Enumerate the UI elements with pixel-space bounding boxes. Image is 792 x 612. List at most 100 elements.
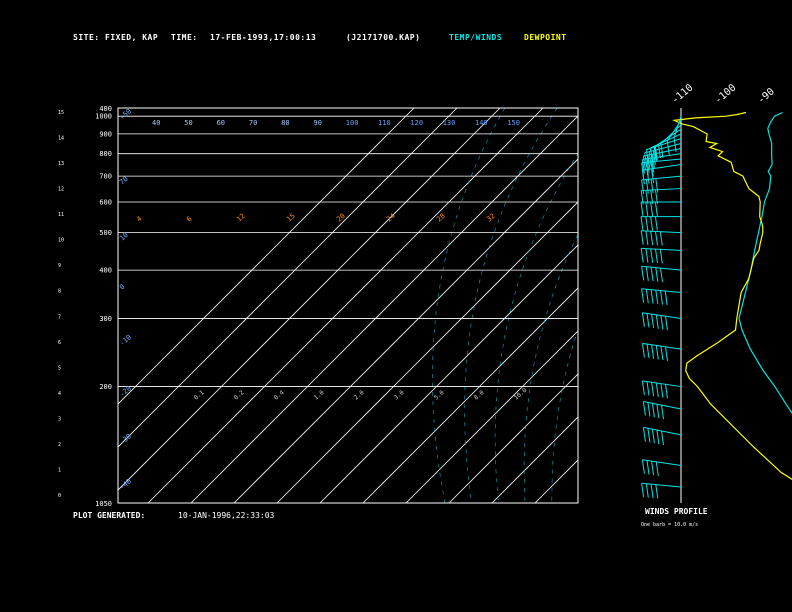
wind-barb-flag (647, 428, 651, 443)
isotherm-line (190, 115, 578, 503)
moist-adiabat-line (723, 108, 792, 349)
pressure-tick-label: 1050 (95, 500, 112, 508)
theta-label: 40 (152, 119, 160, 127)
wind-barb-flag (650, 267, 654, 282)
dry-adiabat-line (739, 108, 792, 503)
mixing-ratio-line (716, 108, 792, 318)
mixing-ratio-line (769, 108, 792, 318)
wind-barb-flag (647, 402, 651, 417)
wind-barb-shaft (641, 288, 682, 294)
plot-generated-label: PLOT GENERATED: (73, 511, 146, 520)
theta-label-left: -40 (118, 477, 133, 491)
winds-profile-scale: One barb = 10.0 m/s (641, 522, 699, 528)
dry-adiabat-line (551, 328, 578, 503)
height-tick-label: 2 (58, 442, 61, 448)
isotherm-line (491, 416, 578, 503)
moist-label: 0.4 (273, 389, 286, 402)
wind-barb-flag (645, 483, 649, 498)
dry-adiabat-line (578, 108, 766, 503)
site-label: SITE: (73, 33, 100, 42)
theta-label-left: 10 (118, 231, 130, 243)
wind-barb-flag (661, 405, 664, 420)
height-tick-label: 13 (58, 161, 64, 167)
wind-barb-flag (650, 484, 654, 499)
wind-barb-flag (650, 178, 654, 194)
height-tick-label: 1 (58, 467, 61, 473)
theta-label: 70 (249, 119, 257, 127)
pressure-tick-label: 200 (99, 383, 112, 391)
dry-adiabat-line (659, 108, 792, 503)
wind-barb-shaft (642, 342, 682, 350)
wind-barb-flag (651, 429, 655, 444)
top-temp-label: -90 (756, 86, 777, 106)
winds-profile-title: WINDS PROFILE (645, 507, 708, 516)
wind-barb-flag (651, 461, 655, 476)
wind-barb-flag (645, 179, 649, 194)
wind-barb-flag (655, 178, 659, 193)
pressure-tick-label: 400 (99, 105, 112, 113)
wind-barb-flag (641, 312, 645, 327)
wind-barb-flag (655, 314, 659, 329)
mixing-ratio-label: 32 (485, 212, 497, 224)
moist-label: 0.1 (193, 389, 206, 402)
wind-barb-flag (655, 382, 659, 397)
temperature-profile-line (738, 111, 792, 415)
isotherm-line (233, 158, 578, 503)
isotherm-line (405, 330, 578, 503)
pressure-tick-label: 1000 (95, 113, 112, 121)
wind-barb-flag (655, 231, 658, 246)
wind-barb-flag (642, 427, 646, 442)
wind-barb-shaft (641, 188, 682, 191)
wind-barb-flag (654, 201, 658, 217)
height-tick-label: 7 (58, 314, 61, 320)
wind-barb-flag (655, 461, 659, 476)
isotherm-line (319, 244, 578, 503)
wind-barb-flag (651, 403, 655, 418)
wind-barb-flag (642, 401, 646, 416)
pressure-tick-label: 600 (99, 199, 112, 207)
wind-barb-flag (641, 483, 645, 498)
wind-barb-flag (650, 289, 654, 304)
theta-label-left: 0 (118, 283, 126, 292)
mixing-ratio-label: 4 (135, 215, 143, 224)
dewpoint-profile-line (672, 111, 792, 480)
theta-label: 120 (410, 119, 423, 127)
wind-barb-shaft (641, 247, 682, 251)
wind-barb-flag (655, 290, 659, 305)
plot-frame (117, 107, 579, 504)
wind-barb-flag (657, 144, 661, 159)
dry-adiabat-line (605, 108, 792, 503)
wind-barb-shaft (673, 116, 682, 139)
wind-barb-shaft (660, 124, 682, 145)
wind-barb-flag (641, 343, 645, 358)
theta-label: 110 (378, 119, 391, 127)
wind-barb-flag (641, 179, 645, 194)
wind-barb-flag (641, 288, 645, 303)
wind-barb-flag (645, 248, 649, 263)
theta-label: 90 (314, 119, 322, 127)
isotherm-line (118, 108, 501, 491)
wind-barb-flag (651, 344, 655, 359)
wind-barb-flag (646, 169, 650, 184)
pressure-tick-label: 700 (99, 173, 112, 181)
wind-barb-flag (650, 231, 654, 246)
height-tick-label: 14 (58, 136, 64, 142)
wind-barb-flag (651, 382, 655, 397)
theta-label: 130 (443, 119, 456, 127)
wind-barb-flag (640, 248, 644, 263)
dry-adiabat-line (632, 108, 792, 503)
moist-label: 1.0 (313, 389, 326, 402)
wind-barb-shaft (641, 230, 682, 234)
wind-barb-flag (655, 189, 658, 204)
wind-barb-flag (645, 216, 649, 231)
mixing-ratio-line (679, 108, 792, 318)
pressure-tick-label: 300 (99, 315, 112, 323)
dry-adiabat-line (432, 108, 506, 503)
wind-barb-shaft (650, 133, 682, 149)
wind-barb-flag (645, 266, 649, 281)
wind-barb-flag (646, 344, 650, 359)
dry-adiabat-line (712, 108, 792, 503)
wind-barb-flag (651, 157, 655, 173)
wind-barb-flag (664, 290, 668, 306)
